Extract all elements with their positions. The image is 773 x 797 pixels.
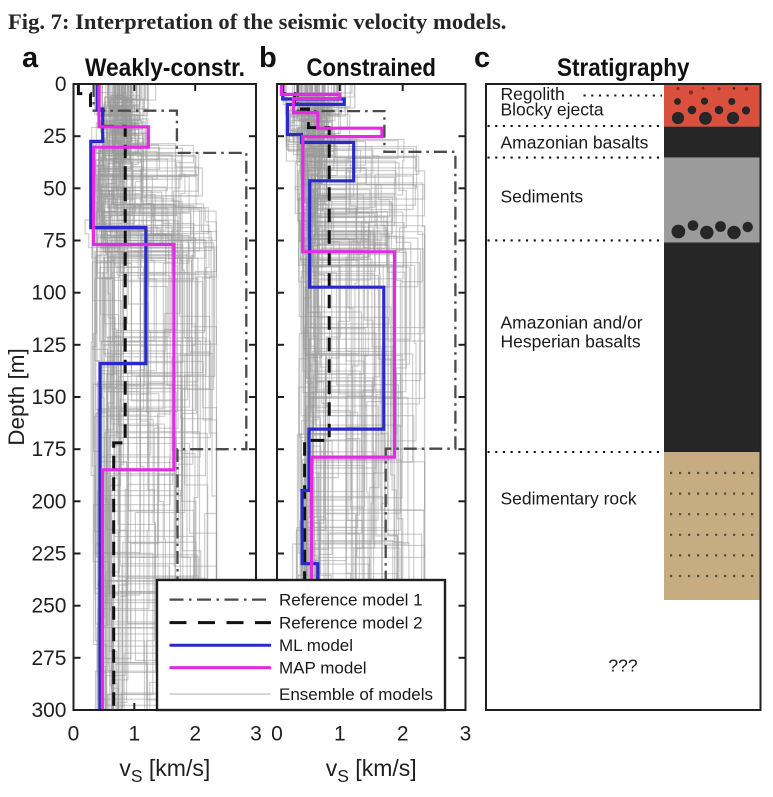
svg-text:Constrained: Constrained: [307, 54, 437, 82]
svg-text:MAP model: MAP model: [279, 658, 367, 677]
svg-text:Sedimentary rock: Sedimentary rock: [501, 489, 637, 509]
svg-text:1: 1: [334, 723, 346, 746]
svg-text:Hesperian basalts: Hesperian basalts: [501, 332, 641, 352]
svg-text:225: 225: [31, 543, 66, 566]
svg-text:Stratigraphy: Stratigraphy: [557, 54, 690, 82]
svg-text:Reference model 1: Reference model 1: [279, 590, 423, 609]
svg-text:Weakly-constr.: Weakly-constr.: [85, 54, 245, 82]
svg-text:Fig. 7: Interpretation of the: Fig. 7: Interpretation of the seismic ve…: [8, 9, 506, 34]
svg-text:???: ???: [608, 656, 637, 676]
svg-text:c: c: [474, 42, 490, 74]
svg-text:0: 0: [68, 723, 80, 746]
svg-text:Amazonian basalts: Amazonian basalts: [501, 132, 649, 152]
svg-text:Sediments: Sediments: [501, 187, 584, 207]
svg-text:175: 175: [31, 438, 66, 461]
svg-text:75: 75: [43, 230, 66, 253]
svg-text:275: 275: [31, 647, 66, 670]
svg-text:1: 1: [128, 723, 140, 746]
svg-text:Regolith: Regolith: [501, 84, 565, 104]
svg-text:0: 0: [271, 723, 283, 746]
svg-text:Blocky ejecta: Blocky ejecta: [501, 99, 604, 119]
svg-text:125: 125: [31, 334, 66, 357]
svg-text:Depth [m]: Depth [m]: [4, 348, 29, 446]
svg-text:100: 100: [31, 282, 66, 305]
svg-text:a: a: [22, 42, 39, 74]
svg-text:0: 0: [55, 73, 67, 96]
svg-text:3: 3: [250, 723, 262, 746]
svg-text:Ensemble of models: Ensemble of models: [279, 685, 433, 704]
svg-text:300: 300: [31, 699, 66, 722]
svg-text:3: 3: [460, 723, 472, 746]
svg-text:50: 50: [43, 177, 66, 200]
svg-text:Reference model 2: Reference model 2: [279, 613, 423, 632]
svg-text:ML model: ML model: [279, 636, 353, 655]
svg-text:150: 150: [31, 386, 66, 409]
svg-text:200: 200: [31, 490, 66, 513]
svg-text:Amazonian and/or: Amazonian and/or: [501, 312, 643, 332]
svg-text:b: b: [259, 42, 277, 74]
svg-text:250: 250: [31, 595, 66, 618]
svg-text:25: 25: [43, 125, 66, 148]
svg-text:vS [km/s]: vS [km/s]: [326, 755, 417, 786]
svg-text:2: 2: [189, 723, 201, 746]
svg-text:2: 2: [397, 723, 409, 746]
